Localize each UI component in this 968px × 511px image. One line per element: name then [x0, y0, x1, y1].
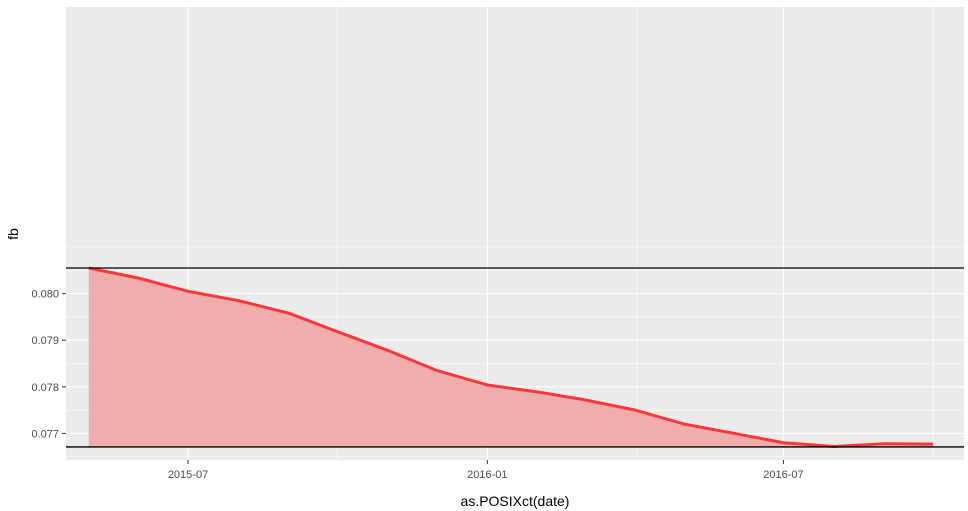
x-tick-label: 2016-07: [763, 469, 803, 481]
x-axis: 2015-07 2016-01 2016-07: [168, 460, 804, 481]
x-tick-label: 2016-01: [467, 469, 507, 481]
x-axis-title: as.POSIXct(date): [461, 493, 570, 509]
series-line: [88, 266, 934, 448]
y-axis-title: fb: [5, 228, 21, 240]
x-tick-label: 2015-07: [168, 469, 208, 481]
series-area: [88, 267, 934, 447]
reference-lines: [66, 267, 964, 448]
y-tick-label: 0.080: [31, 289, 59, 301]
y-tick-label: 0.078: [31, 382, 59, 394]
y-tick-label: 0.079: [31, 335, 59, 347]
y-tick-label: 0.077: [31, 428, 59, 440]
y-axis: 0.077 0.078 0.079 0.080: [31, 289, 66, 440]
